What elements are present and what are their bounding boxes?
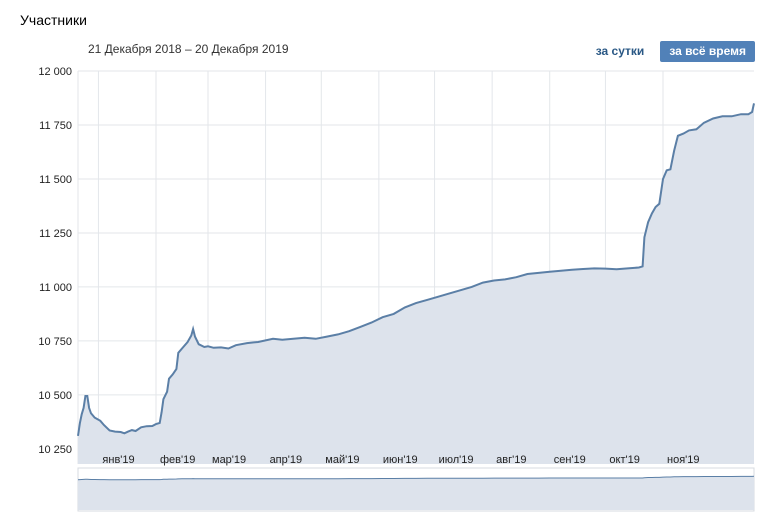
navigator-line: [77, 475, 755, 481]
y-tick-label: 11 500: [39, 174, 72, 186]
y-tick-label: 10 750: [38, 336, 72, 348]
date-range-label: 21 Декабря 2018 – 20 Декабря 2019: [88, 42, 289, 56]
x-tick-label: сен'19: [554, 454, 586, 466]
x-tick-label: май'19: [325, 454, 359, 466]
period-tabs: за сутки за всё время: [594, 41, 755, 62]
y-tick-label: 10 500: [38, 390, 72, 402]
series-area: [78, 103, 754, 465]
x-tick-label: авг'19: [496, 454, 526, 466]
navigator-area: [78, 476, 754, 510]
tab-daily[interactable]: за сутки: [595, 44, 645, 58]
x-tick-label: фев'19: [160, 454, 195, 466]
y-axis: 10 250 10 500 10 750 11 000 11 250 11 500 11 7…: [38, 66, 72, 456]
y-tick-label: 11 000: [39, 282, 72, 294]
y-tick-label: 12 000: [38, 66, 72, 78]
y-tick-label: 10 250: [38, 444, 72, 456]
x-tick-label: июл'19: [439, 454, 474, 466]
x-axis: янв'19 фев'19 мар'19 апр'19 май'19 июн'19 июл'…: [102, 454, 699, 466]
x-tick-label: ноя'19: [667, 454, 699, 466]
x-tick-label: июн'19: [383, 454, 418, 466]
x-tick-label: апр'19: [270, 454, 303, 466]
y-tick-label: 11 250: [39, 228, 72, 240]
x-tick-label: янв'19: [102, 454, 134, 466]
widget-title: Участники: [20, 12, 87, 28]
x-tick-label: окт'19: [609, 454, 639, 466]
y-tick-label: 11 750: [39, 120, 72, 132]
series-line: [77, 103, 755, 437]
range-navigator[interactable]: [77, 467, 755, 512]
tab-all-time[interactable]: за всё время: [660, 41, 755, 62]
x-tick-label: мар'19: [212, 454, 246, 466]
